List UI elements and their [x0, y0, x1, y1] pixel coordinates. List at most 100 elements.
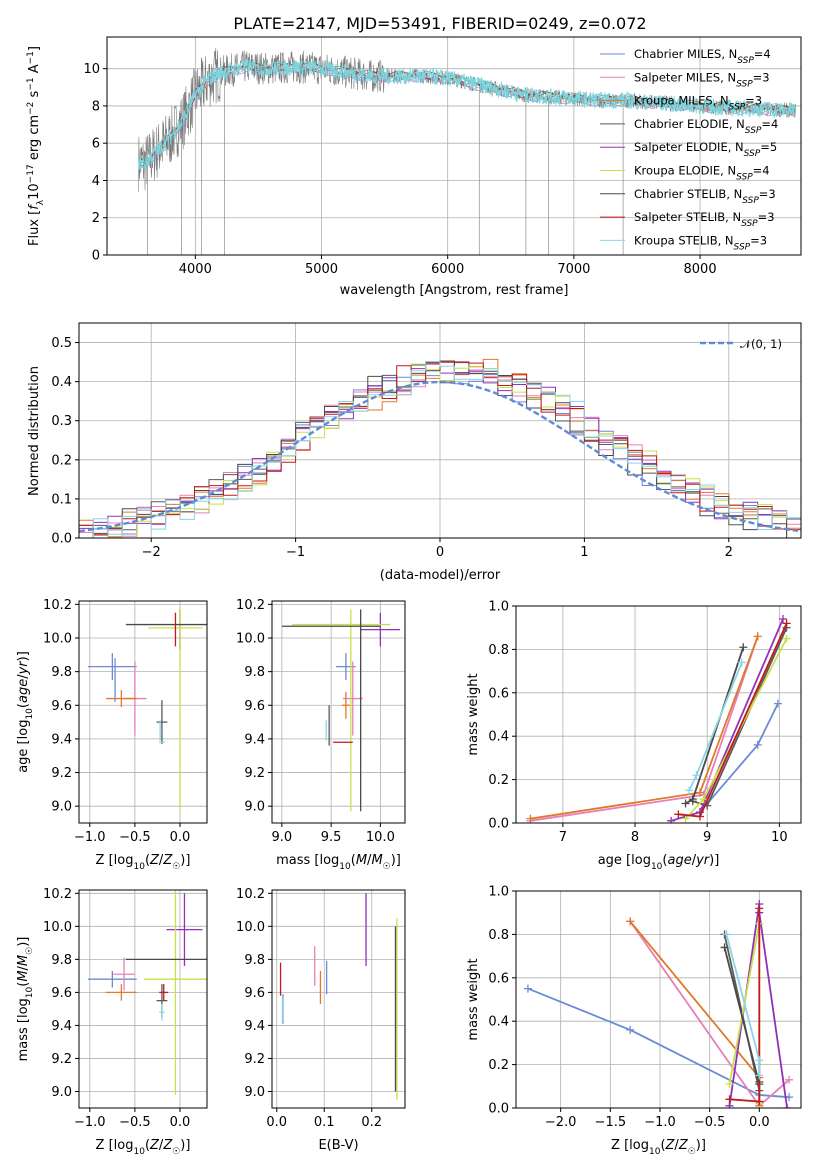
- histogram-kroupa_elodie: [79, 363, 801, 538]
- y-tick-label: 9.0: [244, 1085, 265, 1100]
- weight-marker: [773, 699, 782, 708]
- weight-marker: [699, 795, 708, 804]
- weight-marker: [626, 917, 635, 926]
- y-tick-label: 9.8: [244, 665, 265, 680]
- weight-marker: [753, 632, 762, 641]
- grid: [79, 890, 207, 1108]
- weight-marker: [692, 771, 701, 780]
- legend-label: Kroupa ELODIE, NSSP=4: [634, 164, 770, 183]
- panel-age_vs_mass: 9.0 9.5 10.0 9.0 9.2 9.4 9.6 9.8 10.0 10.2 mass [l…: [236, 598, 406, 872]
- y-tick-label: 1.0: [488, 600, 509, 615]
- weight-marker: [626, 1025, 635, 1034]
- y-tick-label: 9.0: [244, 800, 265, 815]
- weight-marker: [753, 740, 762, 749]
- axes-frame: [515, 890, 802, 1109]
- weight-line-kroupa_miles: [530, 636, 759, 820]
- panel-age_vs_Z: −1.0 −0.5 0.0 9.0 9.2 9.4 9.6 9.8 10.0 10.2 Z [log…: [16, 598, 208, 872]
- x-tick-label: −2: [142, 545, 161, 560]
- y-axis-label: Normed distribution: [27, 366, 42, 496]
- legend-label: Salpeter MILES, NSSP=3: [634, 70, 770, 89]
- x-axis-label: mass [log10(M/M☉)]: [276, 853, 401, 872]
- y-tick-label: 9.0: [51, 1085, 72, 1100]
- legend-label: Salpeter STELIB, NSSP=3: [634, 210, 775, 229]
- errorbar: [360, 612, 401, 647]
- legend-label: 𝒩(0, 1): [740, 337, 782, 351]
- y-tick-label: 0.2: [51, 453, 72, 468]
- x-tick-label: 9: [703, 830, 711, 845]
- grid: [79, 601, 207, 823]
- y-tick-label: 0.6: [488, 686, 509, 701]
- y-tick-label: 0.0: [488, 817, 509, 832]
- plot-area: [523, 900, 794, 1108]
- errorbar: [113, 957, 135, 991]
- y-axis-label: mass weight: [466, 673, 481, 755]
- y-tick-label: 9.6: [244, 699, 265, 714]
- errorbar: [156, 700, 168, 744]
- x-tick-label: −0.5: [119, 1115, 151, 1130]
- weight-marker: [681, 799, 690, 808]
- y-tick-label: 9.2: [51, 766, 72, 781]
- x-axis-label: E(B-V): [318, 1138, 358, 1153]
- weight-line-kroupa_stelib: [725, 934, 761, 1076]
- weight-marker: [674, 810, 683, 819]
- y-tick-label: 10.0: [43, 920, 72, 935]
- x-tick-label: −0.5: [694, 1115, 726, 1130]
- y-tick-label: 0.4: [488, 1015, 509, 1030]
- x-axis-label: Z [log10(Z/Z☉)]: [611, 1138, 706, 1157]
- x-axis-label: wavelength [Angstrom, rest frame]: [340, 283, 569, 298]
- x-tick-label: 8000: [684, 262, 717, 277]
- legend-label: Chabrier STELIB, NSSP=3: [634, 187, 776, 206]
- x-tick-label: 0.0: [170, 830, 191, 845]
- histogram-kroupa_stelib: [79, 361, 801, 538]
- x-tick-label: 0.2: [361, 1115, 382, 1130]
- legend-label: Kroupa MILES, NSSP=3: [634, 94, 762, 113]
- x-tick-label: 6000: [431, 262, 464, 277]
- plot-area: [281, 609, 401, 812]
- weight-marker: [785, 1075, 794, 1084]
- y-axis-label: age [log10(age/yr)]: [16, 651, 35, 773]
- y-tick-label: 0.4: [51, 375, 72, 390]
- errorbar: [341, 691, 350, 719]
- y-tick-label: 10.2: [236, 887, 265, 902]
- x-tick-label: 0.0: [170, 1115, 191, 1130]
- plot-area: [88, 609, 207, 812]
- panel-spectrum: 4000 5000 6000 7000 8000 0 2 4 6 8 10 Chabrier MILE…: [26, 36, 802, 298]
- y-tick-label: 10.2: [43, 598, 72, 613]
- plot-area: [526, 615, 791, 823]
- x-tick-label: −1.0: [74, 830, 106, 845]
- weight-marker: [755, 1056, 764, 1065]
- y-tick-label: 0.0: [51, 532, 72, 547]
- weight-marker: [783, 1104, 792, 1108]
- weight-marker: [681, 814, 690, 823]
- y-tick-label: 9.2: [244, 1052, 265, 1067]
- y-tick-label: 2: [92, 211, 100, 226]
- x-tick-label: 8: [631, 830, 639, 845]
- y-tick-label: 0.2: [488, 1058, 509, 1073]
- panel-weight_vs_age: 7 8 9 10 0.0 0.2 0.4 0.6 0.8 1.0 age [log10(age/yr…: [466, 600, 802, 872]
- y-axis-label: mass [log10(M/M☉)]: [16, 937, 35, 1062]
- x-tick-label: 5000: [305, 262, 338, 277]
- y-tick-label: 0.1: [51, 492, 72, 507]
- y-tick-label: 9.8: [51, 665, 72, 680]
- x-axis-label: age [log10(age/yr)]: [598, 853, 720, 872]
- weight-marker: [695, 812, 704, 821]
- y-tick-label: 10.2: [43, 887, 72, 902]
- weight-marker: [755, 1097, 764, 1106]
- weight-marker: [739, 643, 748, 652]
- errorbar: [106, 690, 137, 707]
- weight-marker: [685, 786, 694, 795]
- y-tick-label: 0: [92, 249, 100, 264]
- y-tick-label: 10.2: [236, 598, 265, 613]
- panel-mass_vs_ebv: 0.0 0.1 0.2 9.0 9.2 9.4 9.6 9.8 10.0 10.2 E(B-V): [236, 887, 406, 1153]
- y-tick-label: 0.5: [51, 336, 72, 351]
- axes-frame: [271, 889, 406, 1109]
- weight-marker: [523, 984, 532, 993]
- errorbar: [159, 1003, 165, 1021]
- y-tick-label: 9.8: [244, 953, 265, 968]
- weight-marker: [688, 795, 697, 804]
- y-tick-label: 9.8: [51, 953, 72, 968]
- x-tick-label: 0.1: [314, 1115, 335, 1130]
- y-tick-label: 9.6: [51, 699, 72, 714]
- x-axis-label: Z [log10(Z/Z☉)]: [96, 1138, 191, 1157]
